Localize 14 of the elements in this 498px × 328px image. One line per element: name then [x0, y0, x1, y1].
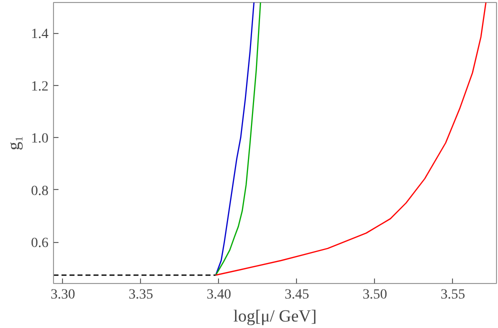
x-axis-title: log[μ/ GeV]: [233, 306, 317, 326]
x-tick-label: 3.40: [206, 288, 232, 302]
y-tick-label: 1.2: [31, 79, 48, 94]
x-tick-label: 3.30: [50, 288, 76, 302]
x-tick-label: 3.45: [284, 288, 310, 302]
x-tick-label: 3.55: [440, 288, 466, 302]
y-tick-label: 0.8: [31, 184, 48, 199]
y-tick-label: 1.0: [31, 132, 48, 147]
y-tick-label: 0.6: [31, 236, 48, 252]
y-tick-label: 1.4: [31, 27, 48, 42]
x-tick-label: 3.35: [128, 288, 154, 302]
line-series: [215, 2, 486, 276]
y-axis-title: g₁: [4, 136, 23, 150]
x-tick-label: 3.50: [362, 288, 388, 302]
